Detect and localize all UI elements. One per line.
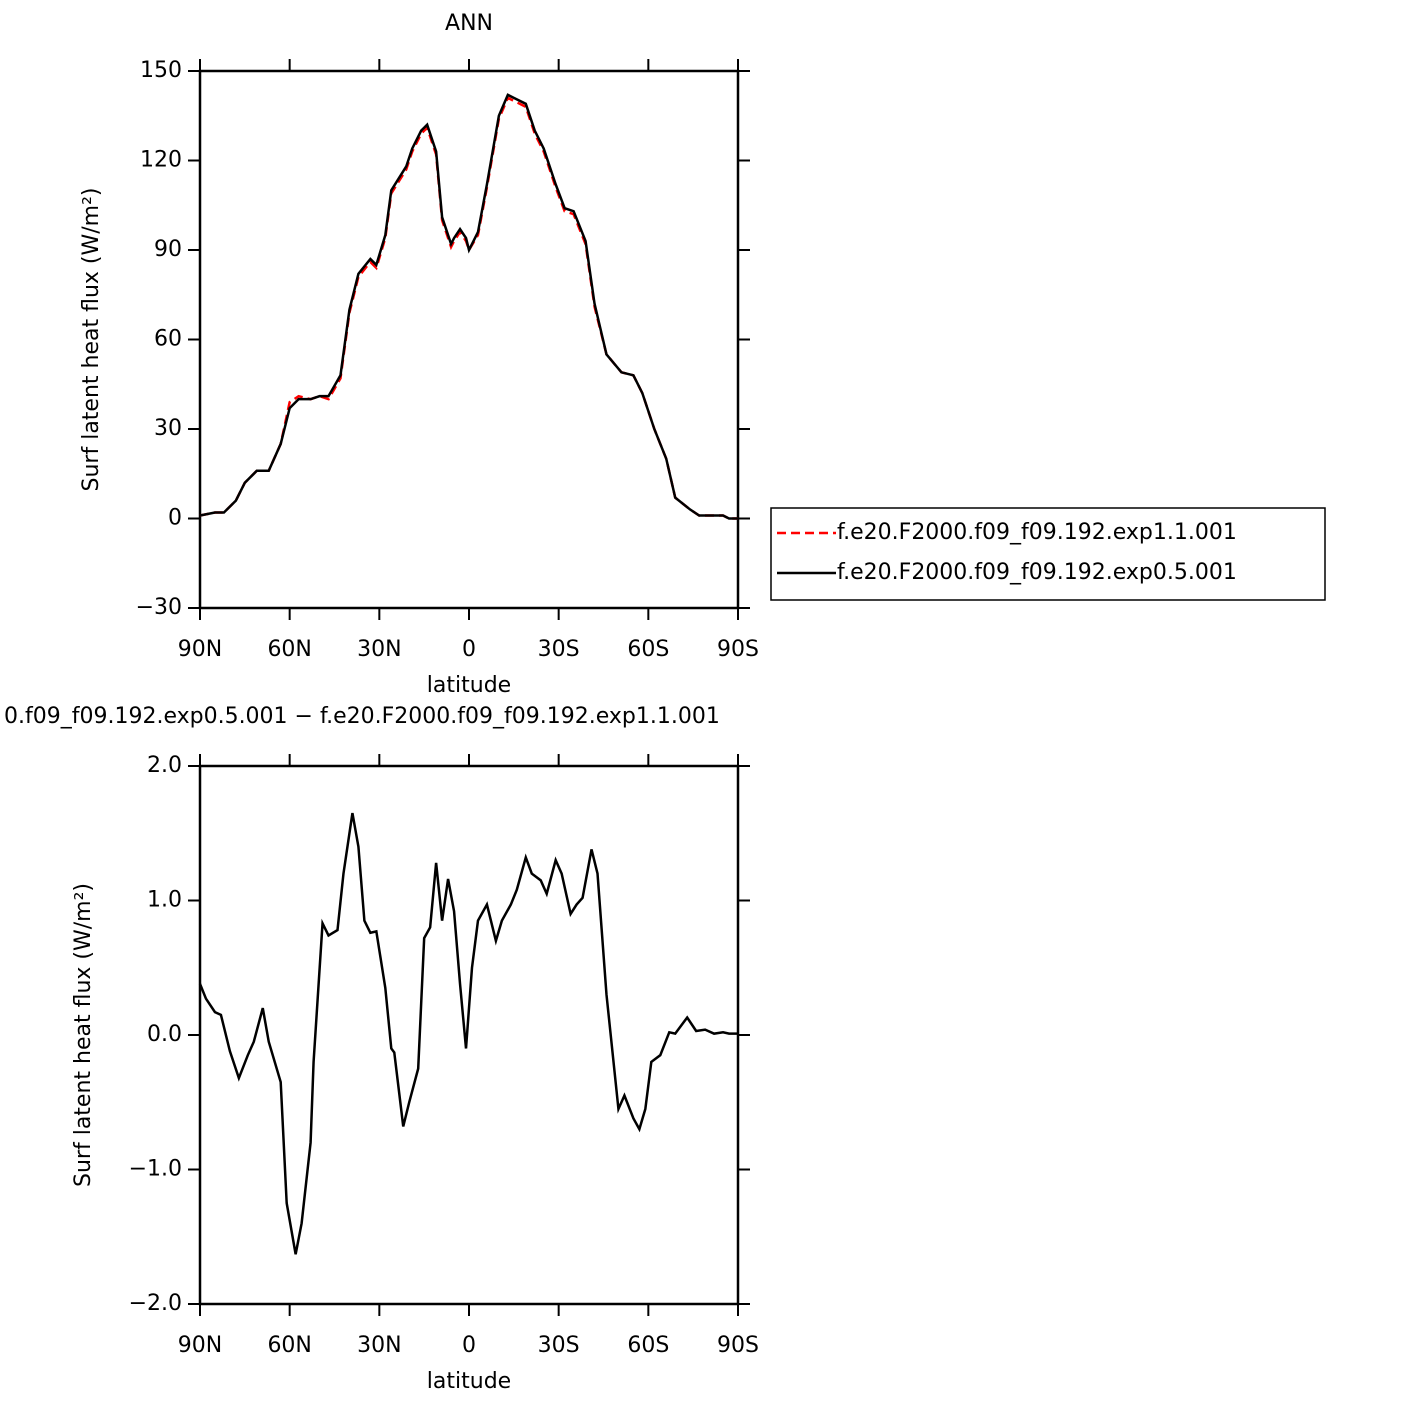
chart-title: ANN <box>445 11 493 36</box>
y-tick-label: 30 <box>154 416 182 441</box>
legend-label: f.e20.F2000.f09_f09.192.exp0.5.001 <box>837 560 1237 585</box>
plot-frame <box>198 764 740 1306</box>
x-tick-label: 60N <box>267 637 311 662</box>
chart-title: 0.f09_f09.192.exp0.5.001 − f.e20.F2000.f… <box>4 704 720 729</box>
y-tick-label: −30 <box>136 595 182 620</box>
x-tick-label: 90S <box>717 637 759 662</box>
y-tick-label: 60 <box>154 327 182 352</box>
y-tick-label: 120 <box>140 148 182 173</box>
y-tick-label: −1.0 <box>129 1157 182 1182</box>
y-tick-label: 150 <box>140 58 182 83</box>
x-tick-label: 90N <box>178 637 222 662</box>
x-tick-label: 90N <box>178 1333 222 1358</box>
x-tick-label: 30S <box>538 1333 580 1358</box>
legend-label: f.e20.F2000.f09_f09.192.exp1.1.001 <box>837 520 1237 545</box>
y-tick-label: 0.0 <box>147 1022 182 1047</box>
y-axis-label: Surf latent heat flux (W/m²) <box>71 883 96 1187</box>
series-line <box>198 812 738 1255</box>
y-tick-label: 0 <box>168 506 182 531</box>
x-tick-label: 30S <box>538 637 580 662</box>
x-tick-label: 30N <box>357 1333 401 1358</box>
x-axis-label: latitude <box>427 673 511 698</box>
y-axis-label: Surf latent heat flux (W/m²) <box>79 188 104 492</box>
y-tick-label: 2.0 <box>147 753 182 778</box>
y-tick-label: 1.0 <box>147 888 182 913</box>
x-tick-label: 90S <box>717 1333 759 1358</box>
x-tick-label: 30N <box>357 637 401 662</box>
series-line <box>199 93 738 520</box>
legend-box <box>770 507 1326 601</box>
plot-frame <box>198 69 740 610</box>
x-tick-label: 0 <box>462 1333 476 1358</box>
y-tick-label: −2.0 <box>129 1291 182 1316</box>
x-tick-label: 60S <box>627 1333 669 1358</box>
x-axis-label: latitude <box>427 1369 511 1394</box>
y-tick-label: 90 <box>154 237 182 262</box>
x-tick-label: 60N <box>267 1333 311 1358</box>
x-tick-label: 0 <box>462 637 476 662</box>
x-tick-label: 60S <box>627 637 669 662</box>
series-line <box>199 96 738 520</box>
